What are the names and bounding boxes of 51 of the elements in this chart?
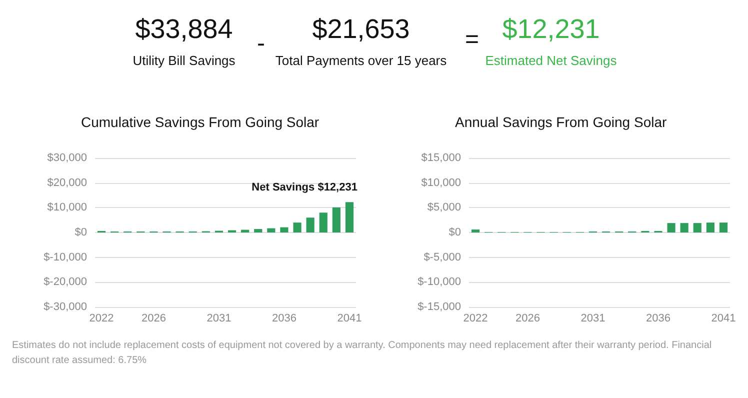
- bar: [319, 212, 328, 232]
- bar: [332, 207, 340, 232]
- y-tick-label: $20,000: [47, 176, 87, 189]
- x-tick-label: 2036: [646, 312, 670, 324]
- text: Utility Bill Savings: [132, 53, 236, 68]
- y-tick-label: $0: [448, 226, 461, 238]
- x-tick-label: 2036: [272, 312, 296, 324]
- bar: [719, 222, 728, 232]
- bar: [706, 222, 714, 232]
- text: $33,884: [135, 14, 233, 44]
- text: $12,231: [502, 14, 600, 44]
- y-tick-label: $0: [74, 226, 87, 238]
- x-tick-label: 2031: [206, 312, 232, 324]
- x-tick-label: 2026: [141, 312, 166, 324]
- bar: [471, 230, 480, 232]
- x-tick-label: 2031: [580, 312, 606, 324]
- bar: [306, 218, 314, 232]
- x-tick-label: 2022: [89, 312, 114, 324]
- x-tick-label: 2041: [337, 312, 362, 324]
- x-tick-label: 2022: [463, 312, 488, 324]
- text: -: [257, 30, 265, 58]
- x-tick-label: 2041: [711, 312, 736, 324]
- bar: [680, 223, 688, 232]
- x-tick-label: 2026: [515, 312, 540, 324]
- y-tick-label: $10,000: [421, 176, 461, 189]
- text: =: [465, 26, 480, 54]
- y-tick-label: $30,000: [47, 152, 87, 164]
- y-tick-label: $10,000: [47, 202, 87, 214]
- bar: [254, 229, 262, 232]
- text: Total Payments over 15 years: [275, 53, 447, 68]
- text: $21,653: [312, 14, 410, 44]
- y-tick-label: $-10,000: [44, 251, 87, 264]
- bar: [667, 223, 676, 232]
- text: Estimates do not include replacement costs of equipment not covered by a warranty. Components may need replacement after their warranty period. Financial discount rate assumed: 6.75%: [12, 339, 713, 368]
- y-tick-label: $-20,000: [44, 276, 87, 288]
- y-tick-label: $-10,000: [418, 276, 461, 288]
- bar: [345, 202, 354, 232]
- y-tick-label: $15,000: [421, 152, 461, 164]
- y-tick-label: $5,000: [427, 202, 461, 214]
- chart-title: Annual Savings From Going Solar: [455, 114, 667, 130]
- annotation: Net Savings $12,231: [252, 182, 358, 194]
- bar: [241, 230, 250, 232]
- chart-title: Cumulative Savings From Going Solar: [81, 114, 320, 130]
- bar: [280, 227, 288, 232]
- bar: [267, 228, 276, 232]
- y-tick-label: $-5,000: [424, 251, 461, 264]
- y-tick-label: $-15,000: [418, 301, 461, 313]
- bar: [293, 222, 302, 232]
- text: Estimated Net Savings: [484, 53, 618, 68]
- bar: [693, 223, 702, 232]
- y-tick-label: $-30,000: [44, 301, 87, 313]
